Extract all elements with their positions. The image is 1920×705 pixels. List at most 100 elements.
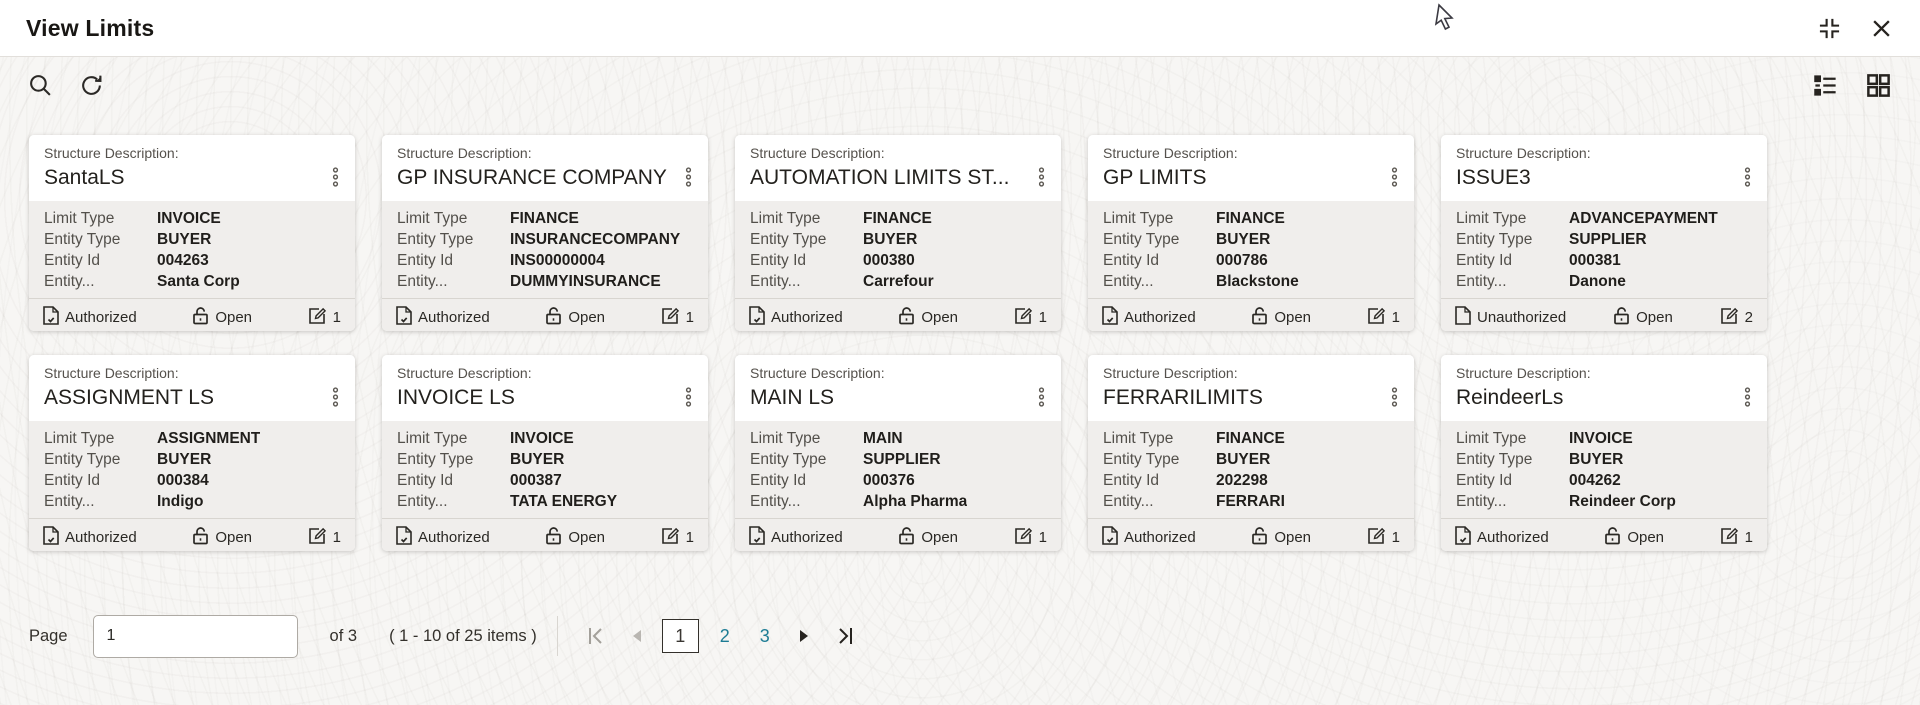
card-header: Structure Description: SantaLS: [29, 135, 355, 201]
page-number-1[interactable]: 1: [661, 619, 699, 653]
status-label: Authorized: [418, 309, 490, 326]
field-value: BUYER: [1216, 450, 1271, 468]
field-label: Limit Type: [44, 429, 115, 447]
field-value: BUYER: [1569, 450, 1624, 468]
field-label: Entity Id: [44, 251, 100, 269]
edit-count-value: 1: [685, 309, 694, 326]
field-value: INVOICE: [157, 209, 221, 227]
card-status: Authorized: [396, 526, 490, 549]
edit-count-value: 1: [1391, 529, 1400, 546]
field-value: ADVANCEPAYMENT: [1569, 209, 1718, 227]
document-check-icon: [43, 526, 59, 549]
kebab-menu-icon[interactable]: [1383, 383, 1406, 414]
open-label: Open: [215, 529, 253, 546]
structure-description-label: Structure Description:: [397, 145, 532, 161]
collapse-window-icon[interactable]: [1816, 15, 1843, 42]
kebab-menu-icon[interactable]: [1736, 383, 1759, 414]
field-label: Entity...: [750, 492, 801, 510]
field-label: Entity Type: [750, 230, 827, 248]
kebab-menu-icon[interactable]: [1736, 163, 1759, 194]
structure-title: ReindeerLs: [1456, 385, 1564, 409]
page-of-label: of 3: [329, 626, 358, 645]
field-label: Entity Type: [44, 450, 121, 468]
field-value: 000381: [1569, 251, 1621, 269]
edit-icon: [1014, 526, 1033, 549]
edit-count-value: 2: [1744, 309, 1753, 326]
structure-title: INVOICE LS: [397, 385, 515, 409]
field-label: Limit Type: [1103, 209, 1174, 227]
card-open-state: Open: [898, 306, 958, 329]
edit-icon: [308, 306, 327, 329]
open-label: Open: [1636, 309, 1673, 326]
card-status: Authorized: [1455, 526, 1549, 549]
open-label: Open: [1627, 529, 1665, 546]
field-value: BUYER: [157, 450, 212, 468]
list-view-icon[interactable]: [1810, 70, 1841, 101]
limit-card: Structure Description: GP INSURANCE COMP…: [382, 135, 708, 331]
status-label: Unauthorized: [1477, 309, 1567, 326]
kebab-menu-icon[interactable]: [677, 383, 700, 414]
limit-card: Structure Description: SantaLS Limit Typ…: [29, 135, 355, 331]
page-input[interactable]: [92, 614, 298, 658]
next-page-icon[interactable]: [792, 625, 816, 647]
field-label: Entity Id: [750, 471, 806, 489]
field-value: Santa Corp: [157, 272, 240, 290]
cards-grid: Structure Description: SantaLS Limit Typ…: [29, 135, 1767, 551]
field-label: Entity...: [750, 272, 801, 290]
status-label: Authorized: [771, 529, 843, 546]
page-number-3[interactable]: 3: [751, 623, 779, 650]
edit-count-value: 1: [332, 529, 341, 546]
field-value: BUYER: [1216, 230, 1271, 248]
field-value: MAIN: [863, 429, 903, 447]
limit-card: Structure Description: AUTOMATION LIMITS…: [735, 135, 1061, 331]
status-label: Authorized: [418, 529, 490, 546]
structure-title: GP LIMITS: [1103, 165, 1207, 189]
card-status: Authorized: [43, 526, 137, 549]
open-label: Open: [568, 529, 606, 546]
page-number-2[interactable]: 2: [711, 623, 739, 650]
card-header: Structure Description: GP INSURANCE COMP…: [382, 135, 708, 201]
card-open-state: Open: [898, 526, 958, 549]
field-value: FINANCE: [1216, 429, 1285, 447]
kebab-menu-icon[interactable]: [324, 383, 347, 414]
open-label: Open: [921, 529, 959, 546]
kebab-menu-icon[interactable]: [677, 163, 700, 194]
grid-view-icon[interactable]: [1863, 70, 1894, 101]
edit-icon: [1014, 306, 1033, 329]
field-value: 004262: [1569, 471, 1621, 489]
card-status: Authorized: [43, 306, 137, 329]
document-icon: [1455, 306, 1471, 329]
kebab-menu-icon[interactable]: [1383, 163, 1406, 194]
card-status: Authorized: [1102, 306, 1196, 329]
first-page-icon[interactable]: [581, 622, 611, 650]
kebab-menu-icon[interactable]: [1030, 163, 1053, 194]
refresh-icon[interactable]: [77, 71, 106, 100]
edit-icon: [1720, 306, 1739, 329]
card-edit-count: 1: [308, 526, 341, 549]
field-label: Entity Type: [750, 450, 827, 468]
card-open-state: Open: [192, 306, 252, 329]
limit-card: Structure Description: INVOICE LS Limit …: [382, 355, 708, 551]
search-icon[interactable]: [26, 71, 55, 100]
window-titlebar: View Limits: [0, 0, 1920, 57]
last-page-icon[interactable]: [830, 622, 860, 650]
structure-description-label: Structure Description:: [1103, 145, 1238, 161]
edit-icon: [1367, 526, 1386, 549]
field-value: BUYER: [510, 450, 565, 468]
field-label: Entity Id: [397, 471, 453, 489]
document-check-icon: [1102, 526, 1118, 549]
kebab-menu-icon[interactable]: [1030, 383, 1053, 414]
field-label: Limit Type: [750, 209, 821, 227]
card-body: Limit Type INVOICE Entity Type BUYER Entit…: [29, 200, 355, 298]
kebab-menu-icon[interactable]: [324, 163, 347, 194]
close-icon[interactable]: [1869, 16, 1894, 41]
card-status: Authorized: [396, 306, 490, 329]
card-footer: Authorized Open: [382, 517, 708, 551]
field-label: Limit Type: [750, 429, 821, 447]
field-value: Indigo: [157, 492, 204, 510]
previous-page-icon[interactable]: [625, 625, 649, 647]
structure-title: FERRARILIMITS: [1103, 385, 1263, 409]
page-label: Page: [29, 626, 68, 645]
structure-title: MAIN LS: [750, 385, 835, 409]
card-body: Limit Type FINANCE Entity Type BUYER Entit…: [1088, 200, 1414, 298]
